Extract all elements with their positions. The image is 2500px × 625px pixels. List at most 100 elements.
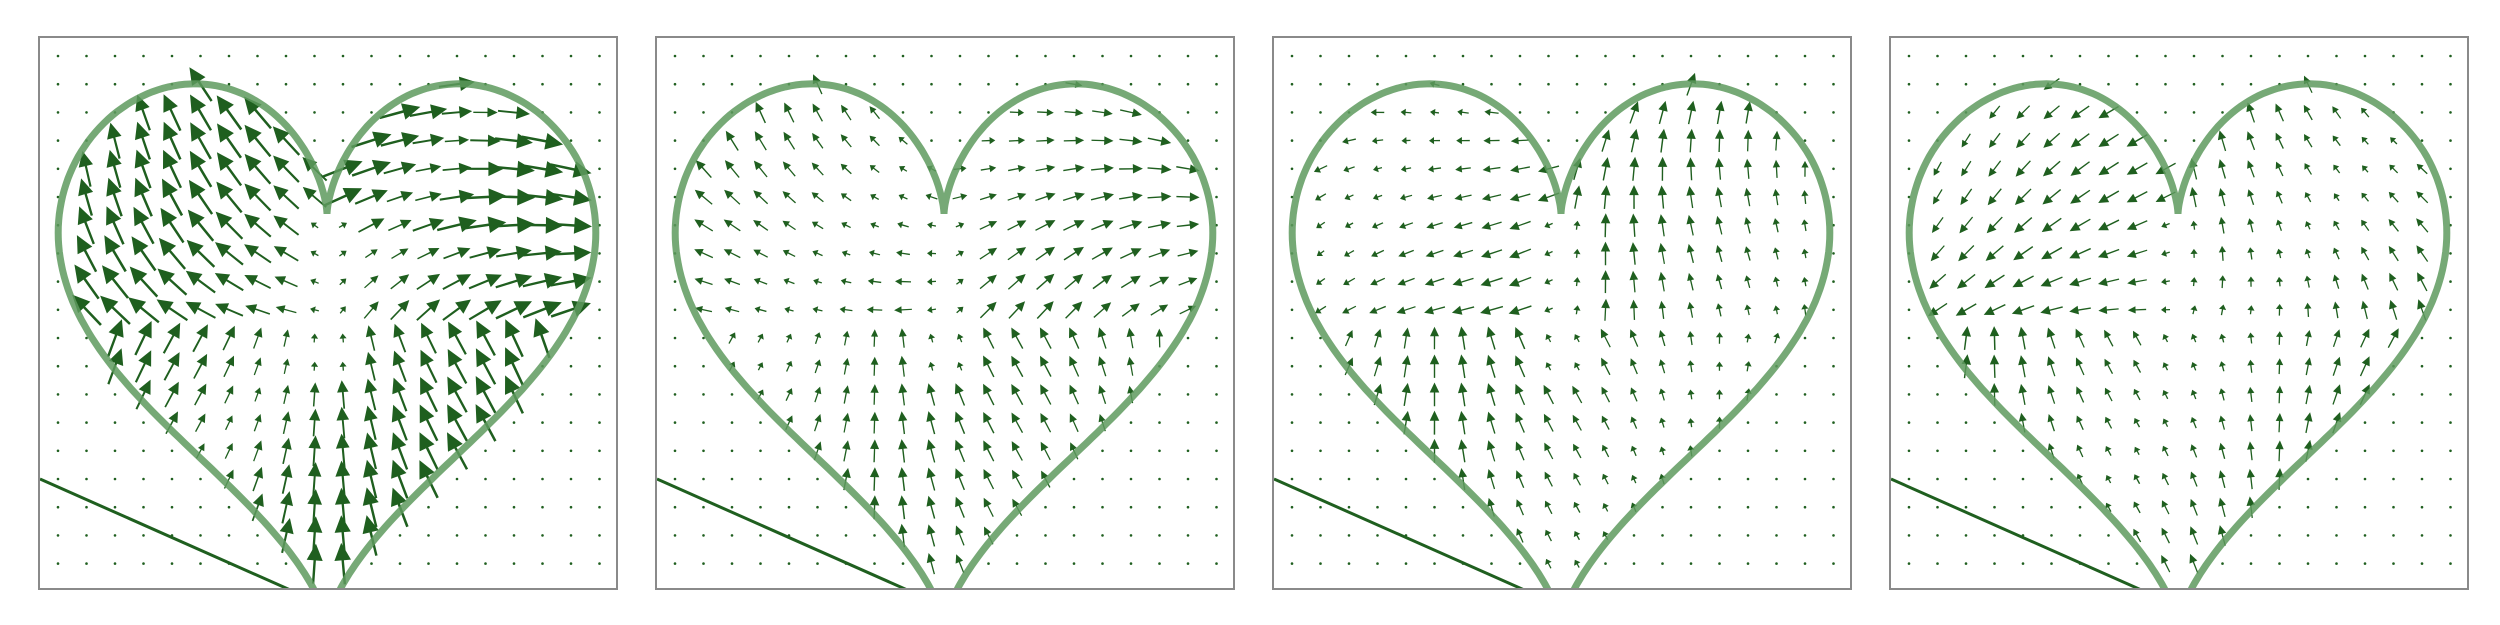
vector-arrow xyxy=(351,131,392,149)
vector-arrow xyxy=(925,193,938,201)
vector-arrow xyxy=(309,382,320,407)
grid-dot xyxy=(2449,477,2452,481)
grid-dot xyxy=(1186,336,1190,340)
vector-arrow xyxy=(784,306,794,314)
vector-arrow xyxy=(306,543,323,584)
vector-arrow xyxy=(2041,217,2062,233)
grid-dot xyxy=(1290,167,1294,171)
vector-arrow xyxy=(244,183,272,212)
vector-arrow xyxy=(1007,220,1027,231)
grid-dot xyxy=(2278,534,2281,537)
vector-arrow xyxy=(1772,247,1780,260)
grid-dot xyxy=(1347,393,1351,396)
vector-arrow xyxy=(391,432,409,470)
vector-arrow xyxy=(1630,358,1638,375)
vector-arrow xyxy=(2190,444,2198,458)
vector-arrow xyxy=(694,189,713,205)
vector-arrow xyxy=(1932,189,1943,205)
grid-dot xyxy=(1518,82,1522,86)
grid-dot xyxy=(1319,505,1322,509)
grid-dot xyxy=(787,562,791,565)
vector-arrow xyxy=(163,149,182,189)
vector-arrow xyxy=(1424,277,1445,286)
grid-dot xyxy=(569,111,573,114)
vector-arrow xyxy=(78,151,93,187)
vector-arrow xyxy=(1572,385,1583,404)
grid-dot xyxy=(901,54,905,58)
vector-arrow xyxy=(1371,249,1385,258)
vector-arrow xyxy=(1069,384,1079,405)
vector-arrow xyxy=(383,161,417,175)
vector-arrow xyxy=(1063,220,1085,231)
grid-dot xyxy=(2050,505,2053,509)
vector-arrow xyxy=(2304,330,2312,347)
grid-dot xyxy=(2363,82,2367,86)
vector-arrow xyxy=(1373,165,1383,173)
grid-dot xyxy=(730,54,734,58)
grid-dot xyxy=(1936,364,1939,368)
vector-arrow xyxy=(364,378,378,411)
grid-dot xyxy=(85,336,88,340)
grid-dot xyxy=(1433,562,1436,565)
vector-arrow xyxy=(1126,327,1135,349)
grid-dot xyxy=(427,562,430,565)
vector-arrow xyxy=(1402,327,1411,349)
vector-arrow xyxy=(1069,355,1080,377)
vector-arrow xyxy=(1630,387,1638,402)
grid-dot xyxy=(1518,111,1522,114)
vector-arrow xyxy=(1515,383,1526,406)
vector-arrow xyxy=(2104,387,2113,402)
grid-dot xyxy=(759,54,762,58)
grid-dot xyxy=(1661,562,1664,565)
vector-arrow xyxy=(2097,248,2120,259)
grid-dot xyxy=(673,393,677,396)
vector-arrow xyxy=(420,349,438,384)
vector-arrow xyxy=(2304,302,2312,317)
vector-arrow xyxy=(273,185,300,210)
heart-outline xyxy=(54,80,600,588)
grid-dot xyxy=(1347,534,1351,537)
grid-dot xyxy=(170,54,174,58)
vector-arrow xyxy=(1429,382,1440,407)
vector-arrow xyxy=(2190,277,2198,287)
vector-arrow xyxy=(1801,190,1809,204)
vector-arrow xyxy=(162,322,181,354)
vector-arrow xyxy=(1686,128,1696,153)
grid-dot xyxy=(1461,505,1465,509)
vector-arrow xyxy=(282,384,291,404)
vector-arrow xyxy=(1515,441,1525,461)
grid-dot xyxy=(1015,82,1019,86)
vector-arrow xyxy=(1715,157,1724,180)
grid-dot xyxy=(1803,393,1807,396)
grid-dot xyxy=(199,534,202,537)
grid-dot xyxy=(56,421,60,424)
vector-arrow xyxy=(339,333,347,343)
vector-arrow xyxy=(2047,414,2055,432)
grid-dot xyxy=(56,449,60,453)
vector-arrow xyxy=(2018,412,2027,433)
vector-arrow xyxy=(754,306,767,313)
vector-arrow xyxy=(1715,186,1724,208)
vector-arrow xyxy=(2333,220,2340,231)
grid-dot xyxy=(759,82,762,86)
vector-arrow xyxy=(1687,331,1695,346)
vector-arrow xyxy=(894,306,912,314)
vector-arrow xyxy=(1772,159,1781,178)
grid-dot xyxy=(1661,534,1664,537)
grid-dot xyxy=(1186,82,1190,86)
grid-dot xyxy=(1072,534,1076,537)
grid-dot xyxy=(1376,562,1379,565)
grid-dot xyxy=(398,534,402,537)
grid-dot xyxy=(1689,562,1693,565)
grid-dot xyxy=(2449,421,2452,424)
vector-arrow xyxy=(955,525,965,546)
vector-arrow xyxy=(1658,242,1667,264)
grid-dot xyxy=(341,139,345,142)
grid-dot xyxy=(1936,562,1939,565)
grid-dot xyxy=(1832,252,1835,255)
grid-dot xyxy=(673,82,677,86)
grid-dot xyxy=(227,505,231,509)
vector-arrow xyxy=(100,295,131,325)
vector-field-plot-3 xyxy=(1274,54,1835,588)
